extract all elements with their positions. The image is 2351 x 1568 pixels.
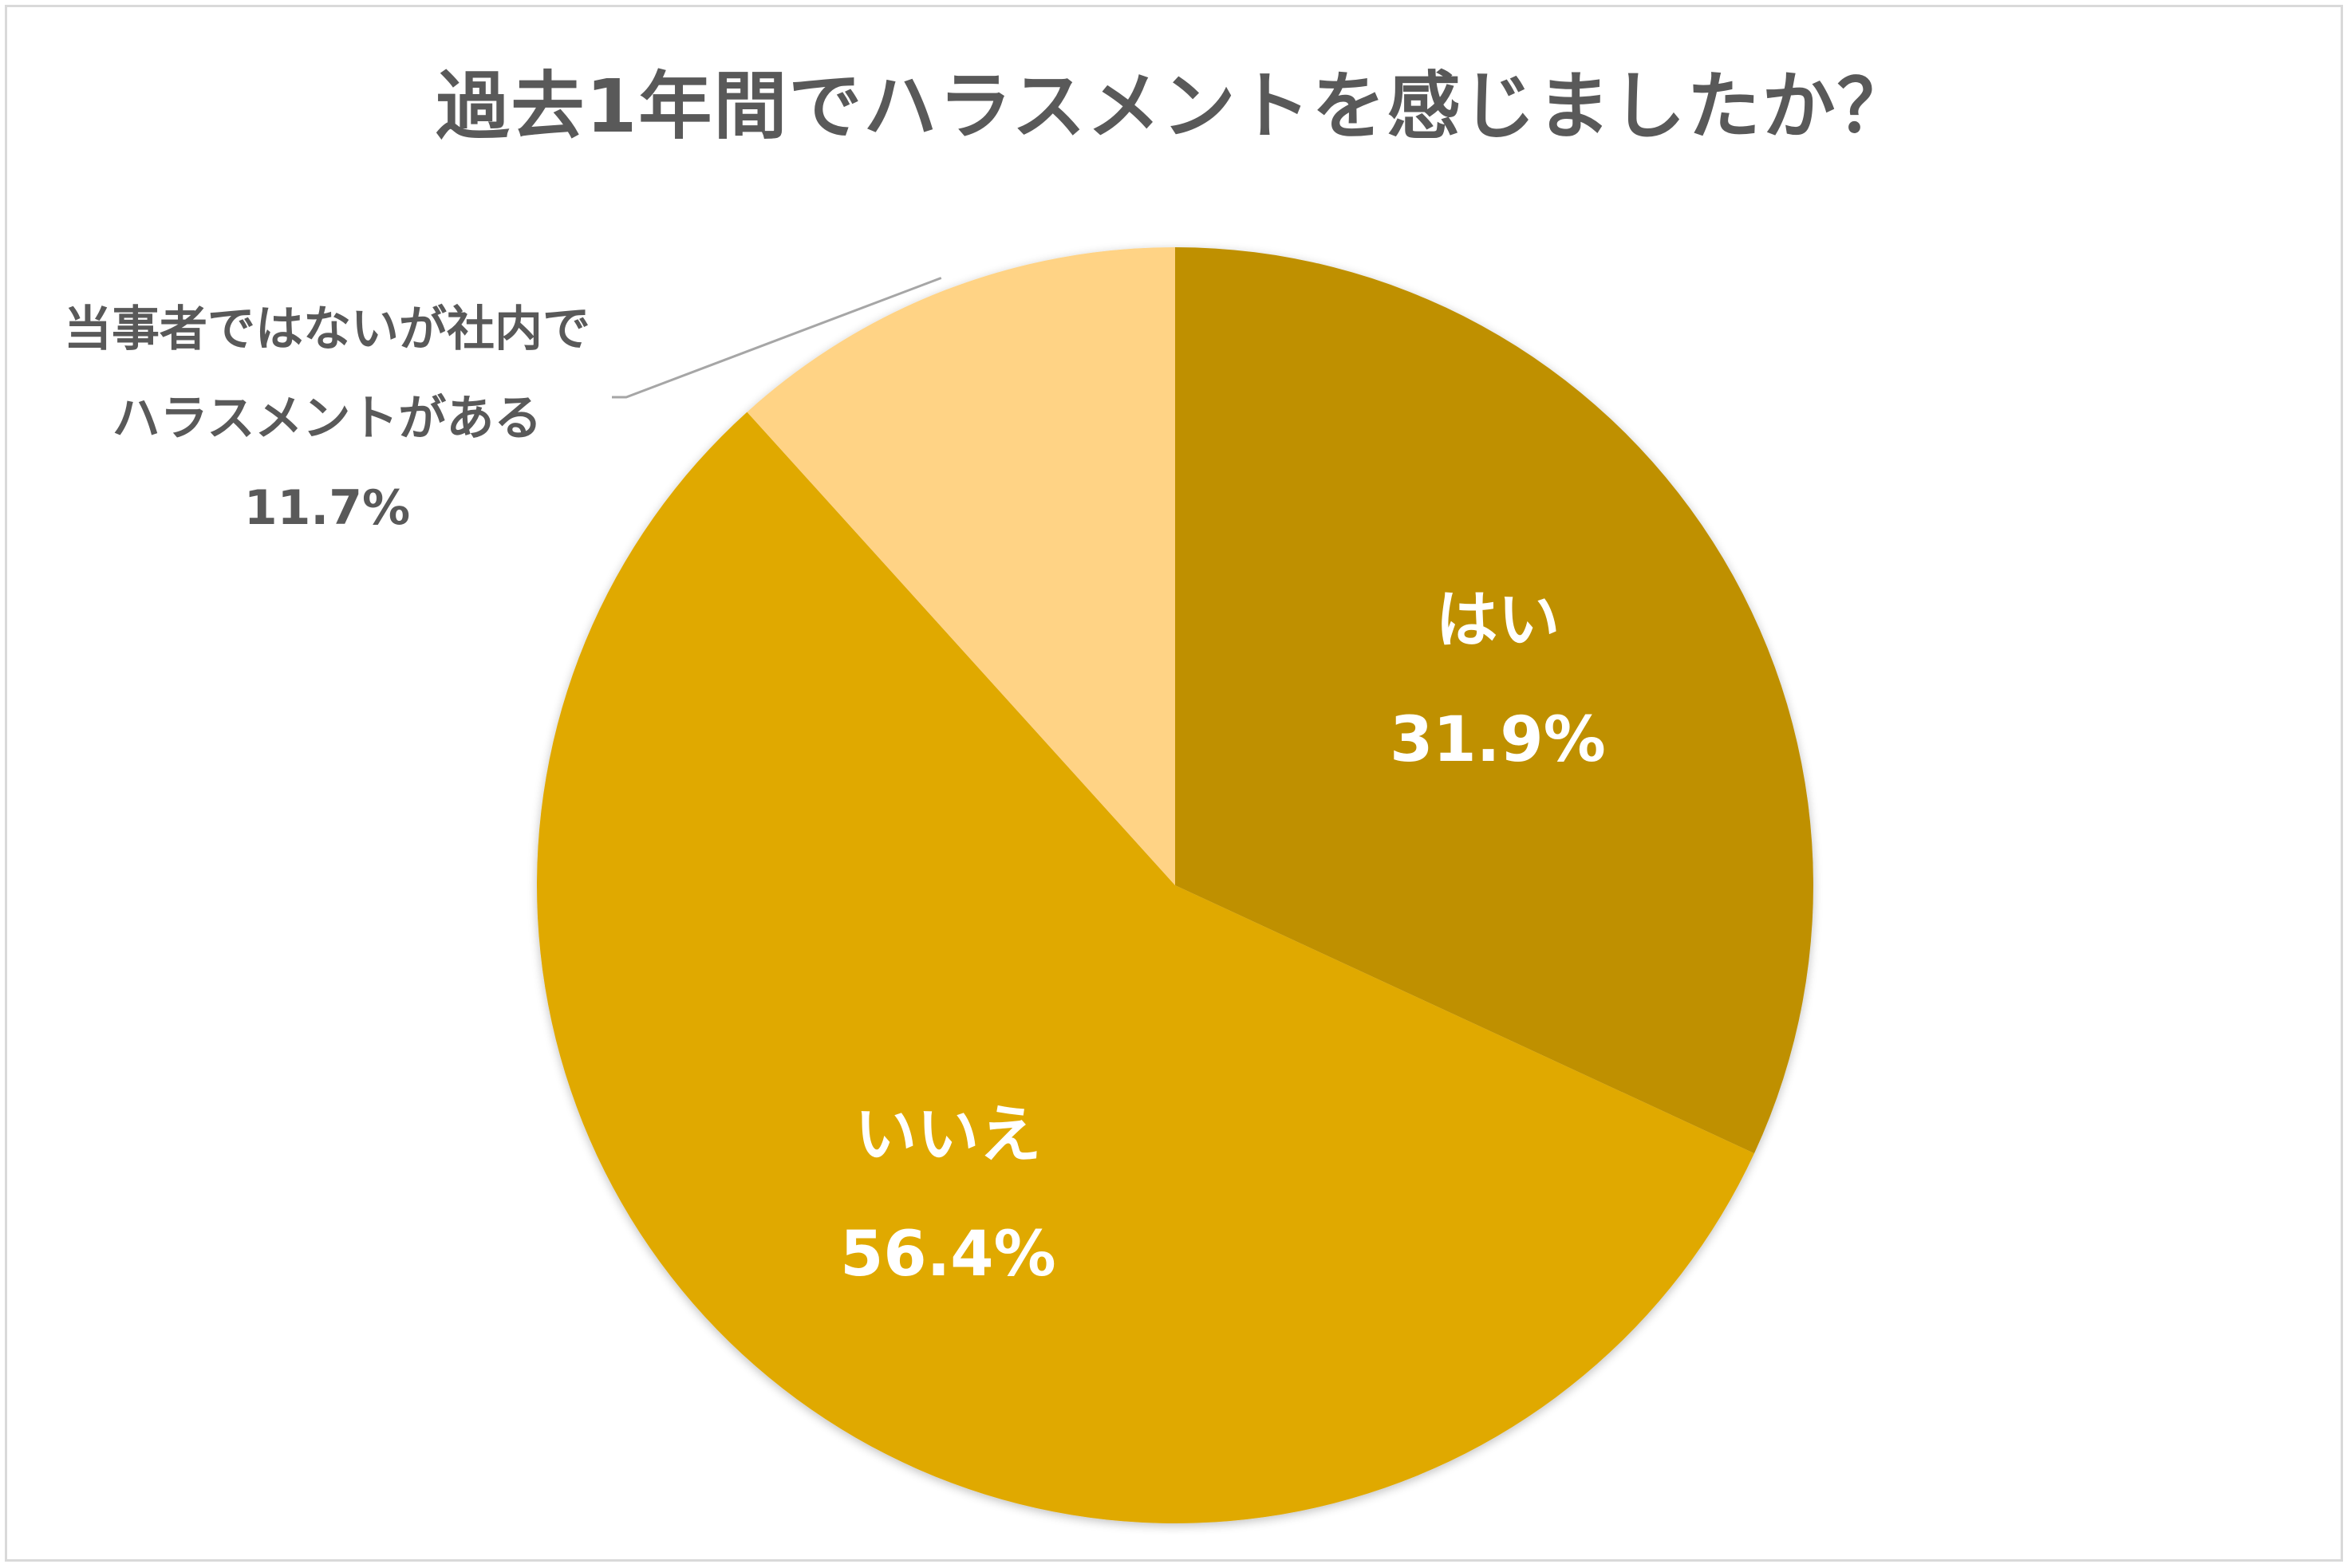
pie-slice-0 [1175, 247, 1813, 1154]
slice-value-0: 31.9% [1390, 704, 1606, 776]
slice-label-2-line-0: 当事者ではないが社内で [64, 301, 590, 357]
chart-title: 過去1年間でハラスメントを感じましたか？ [436, 64, 1912, 149]
slice-label-1: いいえ [854, 1099, 1041, 1171]
leader-lines [612, 277, 942, 399]
pie-slices [537, 247, 1813, 1523]
pie-slice-1 [537, 412, 1754, 1523]
pie-slice-2 [747, 247, 1175, 885]
slice-label-0: はい [1435, 585, 1560, 656]
slice-value-2: 11.7% [244, 480, 410, 536]
leader-line-2 [612, 277, 942, 399]
slice-label-2-line-1: ハラスメントがある [112, 391, 542, 447]
slice-value-1: 56.4% [840, 1219, 1056, 1290]
